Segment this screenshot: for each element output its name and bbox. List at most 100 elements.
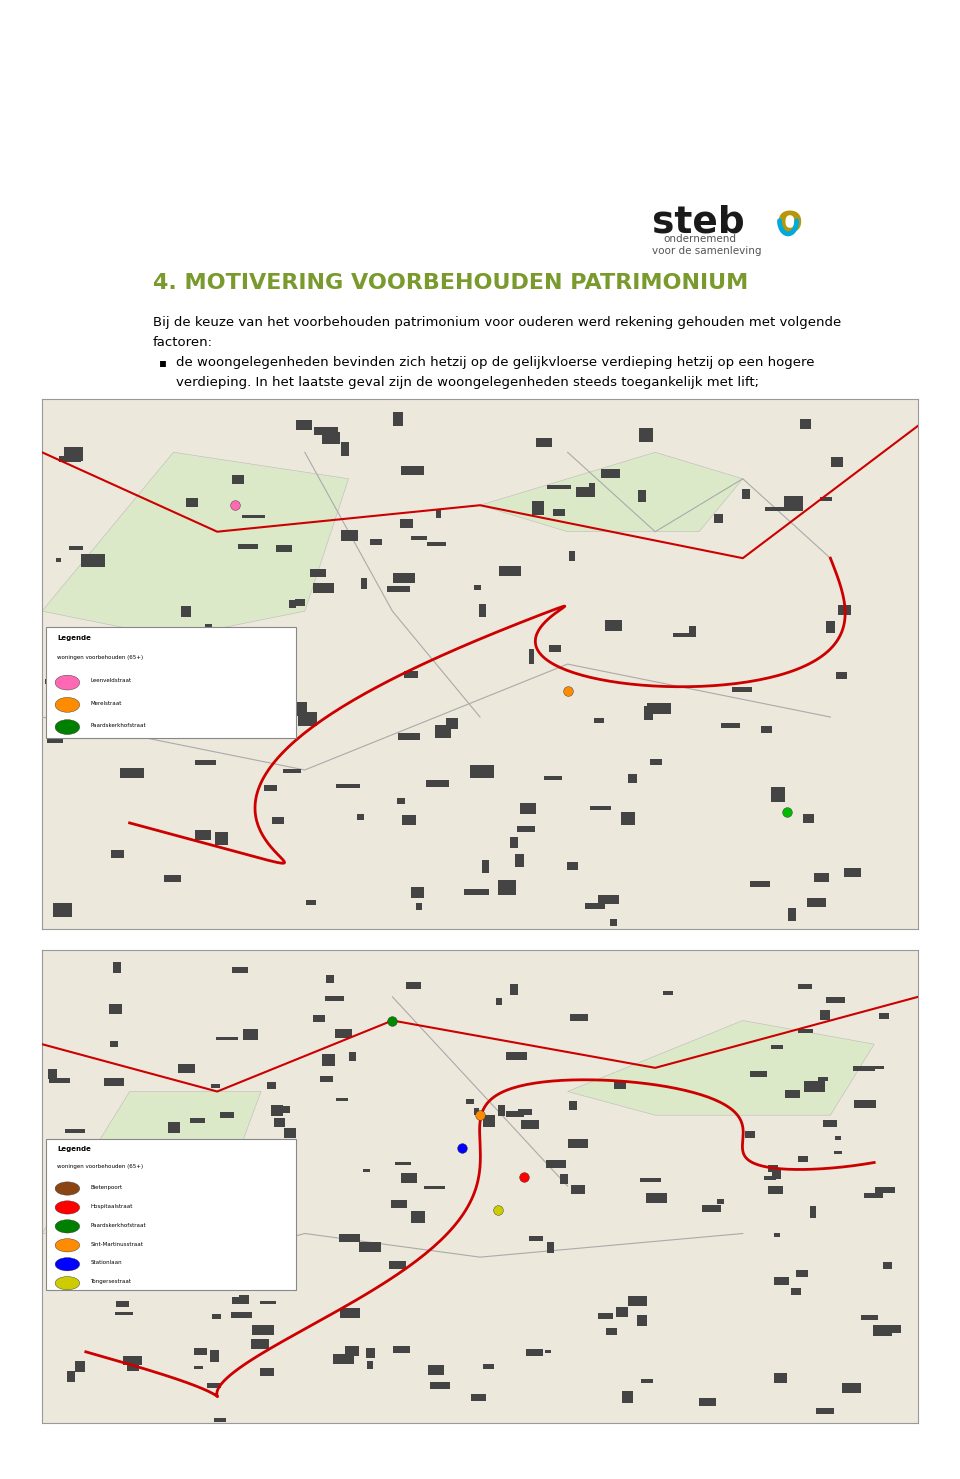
Bar: [646, 1194, 667, 1202]
Bar: [395, 1161, 412, 1165]
Bar: [430, 1383, 449, 1389]
Bar: [219, 701, 228, 714]
Bar: [211, 1084, 220, 1089]
Bar: [49, 1069, 57, 1078]
Bar: [370, 540, 382, 546]
Bar: [406, 982, 420, 989]
Bar: [207, 1383, 221, 1387]
Bar: [53, 902, 72, 917]
Text: Lokaal toewijzingsreglement ouderen – Stad Bilzen: Lokaal toewijzingsreglement ouderen – St…: [153, 1282, 454, 1296]
Bar: [650, 759, 661, 765]
Bar: [775, 1276, 789, 1285]
Bar: [446, 717, 458, 729]
Bar: [544, 776, 562, 779]
Bar: [853, 1066, 876, 1071]
Bar: [276, 1106, 290, 1114]
Text: openbaar vervoer, enz.;: openbaar vervoer, enz.;: [177, 466, 336, 479]
Bar: [426, 541, 446, 546]
Bar: [760, 726, 772, 734]
Bar: [814, 874, 828, 883]
Bar: [788, 908, 796, 920]
Text: Legende: Legende: [57, 1146, 91, 1152]
Bar: [267, 1083, 276, 1090]
Bar: [342, 529, 358, 541]
Circle shape: [55, 1220, 80, 1233]
Bar: [818, 1077, 828, 1081]
Bar: [361, 578, 367, 589]
Bar: [124, 686, 148, 694]
Bar: [299, 711, 317, 726]
Bar: [220, 1112, 233, 1118]
Text: Sint-Martinusstraat: Sint-Martinusstraat: [90, 1241, 143, 1247]
Bar: [742, 488, 750, 498]
Bar: [398, 734, 420, 740]
Bar: [391, 1199, 407, 1208]
Bar: [273, 816, 284, 824]
Bar: [242, 515, 265, 518]
Bar: [435, 725, 451, 738]
Bar: [393, 574, 415, 583]
Bar: [585, 904, 605, 910]
Bar: [54, 1250, 69, 1254]
Bar: [264, 785, 276, 791]
Bar: [750, 1071, 767, 1077]
Bar: [411, 1211, 425, 1223]
Bar: [699, 1398, 716, 1407]
Text: Tongersestraat: Tongersestraat: [90, 1279, 132, 1284]
Bar: [470, 1395, 486, 1401]
Bar: [357, 813, 364, 819]
Bar: [336, 1097, 348, 1102]
Bar: [85, 708, 98, 722]
Bar: [637, 1315, 647, 1325]
Circle shape: [55, 1276, 80, 1290]
Bar: [118, 1170, 135, 1179]
Bar: [252, 1325, 274, 1336]
Bar: [641, 1380, 653, 1383]
Bar: [529, 649, 534, 664]
Text: factoren:: factoren:: [153, 336, 212, 349]
Bar: [798, 1029, 813, 1032]
Bar: [402, 815, 417, 825]
Bar: [349, 1053, 356, 1062]
Bar: [138, 1216, 149, 1220]
Bar: [516, 825, 535, 831]
Bar: [844, 868, 861, 877]
Bar: [366, 1349, 375, 1358]
Bar: [568, 1139, 588, 1148]
Bar: [638, 490, 646, 503]
Bar: [67, 1371, 75, 1381]
Bar: [628, 774, 637, 784]
Bar: [187, 1199, 204, 1202]
Bar: [231, 967, 248, 973]
Bar: [816, 1408, 834, 1414]
Bar: [881, 1325, 900, 1334]
Text: Stationlaan: Stationlaan: [90, 1260, 122, 1266]
Bar: [628, 1296, 646, 1306]
Bar: [838, 605, 851, 615]
Bar: [854, 1100, 876, 1108]
Bar: [239, 1294, 250, 1304]
Bar: [797, 1270, 807, 1276]
Bar: [47, 674, 71, 682]
Bar: [45, 679, 68, 685]
Bar: [296, 420, 312, 430]
Bar: [774, 1373, 787, 1383]
Bar: [260, 1368, 274, 1377]
Bar: [314, 427, 338, 435]
Bar: [873, 1325, 892, 1337]
Bar: [64, 447, 83, 461]
Bar: [115, 1302, 130, 1307]
Bar: [717, 1199, 724, 1204]
Bar: [229, 1210, 245, 1213]
Bar: [820, 1010, 830, 1021]
Bar: [842, 1383, 861, 1393]
Bar: [164, 874, 181, 881]
Bar: [823, 1120, 837, 1127]
Bar: [861, 1315, 877, 1319]
Bar: [194, 1367, 204, 1370]
Bar: [547, 485, 571, 488]
Bar: [336, 784, 360, 788]
Bar: [590, 806, 611, 810]
Bar: [882, 1262, 892, 1269]
Text: de woongelegenheden bevinden zich hetzij op de gelijkvloerse verdieping hetzij o: de woongelegenheden bevinden zich hetzij…: [177, 356, 815, 370]
